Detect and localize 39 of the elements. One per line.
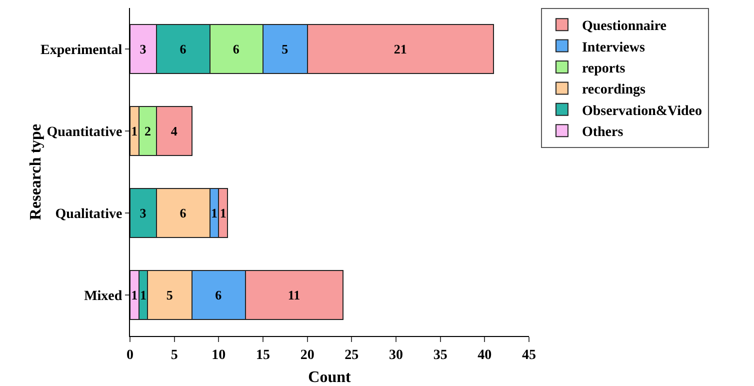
legend-label: Others bbox=[582, 125, 624, 140]
data-label: 1 bbox=[131, 288, 138, 302]
y-tick-label: Qualitative bbox=[55, 206, 122, 222]
x-tick-label: 30 bbox=[389, 348, 403, 363]
legend-label: Observation&Video bbox=[582, 104, 702, 119]
data-label: 6 bbox=[215, 288, 222, 302]
y-axis-title: Research type bbox=[28, 124, 45, 220]
data-label: 1 bbox=[131, 124, 138, 138]
data-label: 5 bbox=[282, 42, 289, 56]
data-label: 4 bbox=[170, 124, 178, 138]
data-label: 2 bbox=[144, 124, 151, 138]
data-label: 3 bbox=[140, 206, 147, 220]
x-tick-label: 45 bbox=[522, 348, 536, 363]
data-label: 6 bbox=[180, 42, 187, 56]
x-tick-label: 25 bbox=[344, 348, 359, 363]
y-tick-label: Quantitative bbox=[46, 124, 122, 140]
x-tick-label: 0 bbox=[126, 348, 134, 363]
legend-label: Questionnaire bbox=[582, 19, 666, 34]
y-tick-label: Experimental bbox=[40, 42, 122, 58]
x-tick-label: 35 bbox=[433, 348, 448, 363]
x-tick-label: 40 bbox=[478, 348, 492, 363]
data-label: 21 bbox=[394, 42, 407, 56]
data-label: 1 bbox=[220, 206, 226, 220]
legend-label: recordings bbox=[582, 82, 646, 98]
data-label: 6 bbox=[180, 206, 187, 220]
x-tick-label: 5 bbox=[170, 348, 178, 363]
data-label: 3 bbox=[140, 42, 147, 56]
x-axis-title: Count bbox=[308, 369, 352, 386]
data-label: 1 bbox=[140, 288, 147, 302]
legend-label: reports bbox=[582, 61, 626, 76]
x-tick-label: 15 bbox=[256, 348, 270, 363]
x-tick-label: 10 bbox=[212, 348, 226, 363]
data-label: 5 bbox=[166, 288, 174, 302]
data-label: 1 bbox=[210, 206, 218, 220]
data-label: 6 bbox=[232, 42, 240, 56]
legend-label: Interviews bbox=[582, 40, 646, 56]
y-tick-label: Mixed bbox=[84, 288, 122, 304]
data-label: 11 bbox=[288, 288, 300, 302]
x-tick-label: 20 bbox=[300, 348, 314, 363]
